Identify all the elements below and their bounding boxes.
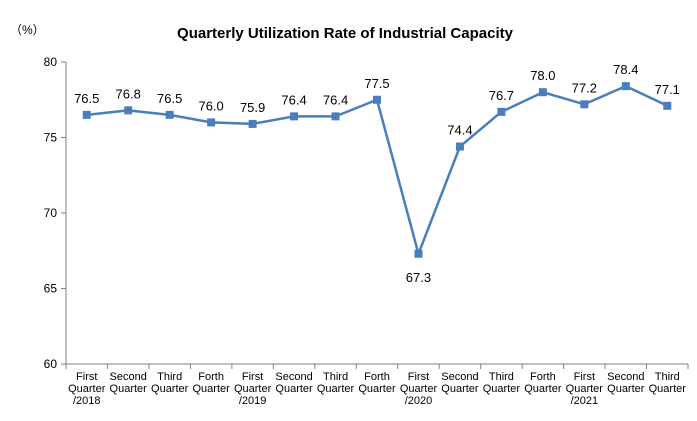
data-label: 77.1 bbox=[655, 82, 680, 97]
data-label: 78.4 bbox=[613, 62, 638, 77]
data-point-marker bbox=[663, 101, 672, 110]
data-label: 74.4 bbox=[447, 123, 472, 138]
x-tick-label: First Quarter/2020 bbox=[400, 371, 438, 407]
data-label: 76.4 bbox=[281, 92, 306, 107]
x-tick-label: Second Quarter bbox=[275, 371, 313, 395]
x-tick-label: Third Quarter bbox=[649, 371, 687, 395]
x-tick-label-line: Quarter bbox=[68, 383, 106, 395]
x-tick-label-line: Quarter bbox=[192, 383, 230, 395]
x-tick-label-line: First bbox=[242, 371, 263, 383]
data-label: 78.0 bbox=[530, 68, 555, 83]
data-labels: 76.5 76.8 76.5 76.0 75.9 76.4 76.4 77.5 67.3 74.4… bbox=[74, 62, 680, 285]
data-point-marker bbox=[248, 119, 257, 128]
x-tick-label-line: Quarter bbox=[649, 383, 687, 395]
x-tick-label-line: Forth bbox=[198, 371, 224, 383]
data-point-marker bbox=[580, 100, 589, 109]
x-tick-label-line: Second bbox=[441, 371, 478, 383]
x-tick-label-line: /2018 bbox=[73, 395, 101, 407]
data-label: 76.5 bbox=[157, 91, 182, 106]
x-tick-label-line: Quarter bbox=[317, 383, 355, 395]
data-point-marker bbox=[414, 249, 423, 258]
x-tick-label-line: Quarter bbox=[400, 383, 438, 395]
data-point-marker bbox=[621, 82, 630, 91]
x-tick-label: Second Quarter bbox=[110, 371, 148, 395]
x-tick-label: First Quarter/2021 bbox=[566, 371, 604, 407]
x-tick-label-line: Quarter bbox=[151, 383, 189, 395]
data-point-marker bbox=[331, 112, 340, 121]
y-tick-label: 65 bbox=[44, 282, 58, 296]
x-tick-label-line: /2019 bbox=[239, 395, 267, 407]
x-tick-label-line: Second bbox=[110, 371, 147, 383]
x-tick-label-line: First bbox=[574, 371, 595, 383]
x-tick-label: Forth Quarter bbox=[192, 371, 230, 395]
y-tick-label: 60 bbox=[44, 357, 58, 371]
chart-title: Quarterly Utilization Rate of Industrial… bbox=[177, 25, 514, 42]
x-tick-label: Third Quarter bbox=[317, 371, 355, 395]
data-point-marker bbox=[165, 110, 174, 119]
x-tick-label: Third Quarter bbox=[483, 371, 521, 395]
series-utilization bbox=[82, 82, 672, 258]
x-tick-label-line: Quarter bbox=[607, 383, 645, 395]
x-tick-label-line: First bbox=[408, 371, 429, 383]
x-tick-label-line: Quarter bbox=[441, 383, 479, 395]
x-tick-label-line: /2021 bbox=[571, 395, 599, 407]
data-point-marker bbox=[538, 88, 547, 97]
x-tick-label-line: Quarter bbox=[234, 383, 272, 395]
x-tick-label: Forth Quarter bbox=[358, 371, 396, 395]
series-line bbox=[86, 84, 668, 256]
x-tick-label-line: Quarter bbox=[483, 383, 521, 395]
x-tick-label-line: Third bbox=[655, 371, 680, 383]
data-label: 76.8 bbox=[116, 86, 141, 101]
data-label: 77.2 bbox=[572, 80, 597, 95]
y-tick-label: 70 bbox=[44, 206, 58, 220]
x-tick-label: Second Quarter bbox=[607, 371, 645, 395]
data-label: 76.5 bbox=[74, 91, 99, 106]
x-tick-label-line: Quarter bbox=[358, 383, 396, 395]
x-tick-label: First Quarter/2019 bbox=[234, 371, 272, 407]
x-tick-label-line: Third bbox=[323, 371, 348, 383]
x-tick-label-line: Second bbox=[607, 371, 644, 383]
data-point-marker bbox=[497, 107, 506, 116]
x-tick-label-line: Quarter bbox=[566, 383, 604, 395]
data-point-marker bbox=[207, 118, 216, 127]
data-label: 77.5 bbox=[364, 76, 389, 91]
data-point-marker bbox=[290, 112, 299, 121]
x-tick-label: First Quarter/2018 bbox=[68, 371, 106, 407]
x-tick-label: Third Quarter bbox=[151, 371, 189, 395]
data-label: 76.7 bbox=[489, 88, 514, 103]
x-tick-label-line: Third bbox=[489, 371, 514, 383]
data-label: 76.4 bbox=[323, 92, 348, 107]
x-tick-label-line: First bbox=[76, 371, 97, 383]
data-label: 76.0 bbox=[198, 98, 223, 113]
x-tick-label-line: Forth bbox=[530, 371, 556, 383]
x-tick-label: Second Quarter bbox=[441, 371, 479, 395]
x-tick-label-line: Quarter bbox=[110, 383, 148, 395]
data-label: 75.9 bbox=[240, 100, 265, 115]
y-tick-label: 80 bbox=[44, 55, 58, 69]
x-tick-label-line: Second bbox=[275, 371, 312, 383]
data-point-marker bbox=[124, 106, 133, 115]
y-tick-label: 75 bbox=[44, 131, 58, 145]
x-tick-label-line: Quarter bbox=[524, 383, 562, 395]
data-label: 67.3 bbox=[406, 270, 431, 285]
data-point-marker bbox=[373, 95, 381, 104]
x-tick-label-line: /2020 bbox=[405, 395, 433, 407]
x-tick-label-line: Quarter bbox=[275, 383, 313, 395]
unit-label: （%） bbox=[10, 23, 45, 37]
data-point-marker bbox=[455, 142, 464, 151]
data-point-marker bbox=[82, 110, 91, 119]
x-tick-label-line: Forth bbox=[364, 371, 390, 383]
x-tick-label: Forth Quarter bbox=[524, 371, 562, 395]
x-tick-label-line: Third bbox=[157, 371, 182, 383]
